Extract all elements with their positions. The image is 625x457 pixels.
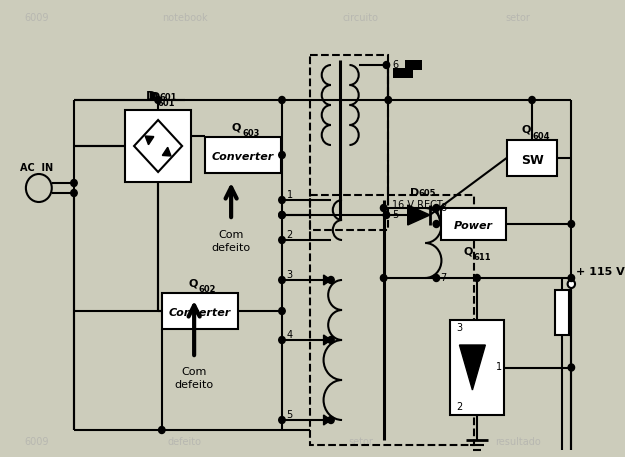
Circle shape	[328, 416, 334, 424]
Text: 6: 6	[392, 60, 398, 70]
Text: Q: Q	[232, 122, 241, 132]
Circle shape	[433, 275, 439, 282]
Text: 6009: 6009	[25, 437, 49, 447]
Text: 2: 2	[287, 230, 293, 240]
Circle shape	[279, 152, 285, 159]
Circle shape	[568, 220, 574, 228]
Text: SW: SW	[521, 154, 543, 166]
Circle shape	[529, 96, 535, 103]
Circle shape	[381, 275, 387, 282]
Text: AC  IN: AC IN	[21, 163, 54, 173]
Circle shape	[383, 62, 389, 69]
Circle shape	[279, 276, 285, 283]
Circle shape	[26, 174, 52, 202]
Bar	[441, 208, 506, 240]
Text: + 115 V: + 115 V	[576, 267, 625, 277]
Text: 601: 601	[160, 92, 177, 101]
Text: 6009: 6009	[25, 13, 49, 23]
Circle shape	[279, 237, 285, 244]
Text: Power: Power	[454, 221, 493, 231]
Bar	[393, 68, 413, 78]
Text: 1: 1	[287, 190, 292, 200]
Text: 2: 2	[456, 402, 462, 412]
Polygon shape	[162, 147, 171, 156]
Bar	[162, 293, 238, 329]
Text: 601: 601	[157, 99, 174, 108]
Circle shape	[381, 204, 387, 212]
Text: defeito: defeito	[168, 437, 202, 447]
Circle shape	[279, 212, 285, 218]
Text: 3: 3	[287, 270, 292, 280]
Polygon shape	[408, 205, 430, 225]
Circle shape	[383, 212, 389, 218]
Text: notebook: notebook	[162, 13, 208, 23]
Text: defeito: defeito	[174, 380, 214, 390]
Polygon shape	[134, 120, 182, 172]
Text: circuito: circuito	[342, 13, 379, 23]
Text: 605: 605	[419, 188, 436, 197]
Text: 603: 603	[242, 129, 259, 138]
Text: setor: setor	[505, 13, 530, 23]
Text: Q: Q	[189, 278, 198, 288]
Bar	[555, 290, 569, 335]
Text: 602: 602	[199, 285, 216, 294]
Circle shape	[279, 308, 285, 314]
Bar	[405, 60, 422, 70]
Polygon shape	[459, 345, 486, 390]
Circle shape	[568, 275, 574, 282]
Circle shape	[279, 96, 285, 103]
Text: D: D	[409, 188, 419, 198]
Text: resultado: resultado	[495, 437, 541, 447]
Text: 7: 7	[440, 273, 446, 283]
Circle shape	[279, 212, 285, 218]
Text: Com: Com	[181, 367, 207, 377]
Text: Com: Com	[218, 230, 244, 240]
Circle shape	[568, 364, 574, 371]
Circle shape	[474, 275, 480, 282]
Text: 611: 611	[473, 253, 491, 262]
Text: Converter: Converter	[169, 308, 231, 318]
Circle shape	[328, 336, 334, 344]
Text: D: D	[146, 90, 156, 103]
Text: 604: 604	[532, 132, 549, 141]
Text: 5: 5	[287, 410, 293, 420]
Circle shape	[433, 204, 439, 212]
Circle shape	[385, 96, 391, 103]
Bar	[310, 195, 474, 445]
Text: D: D	[151, 92, 160, 102]
Circle shape	[328, 276, 334, 283]
Circle shape	[155, 96, 161, 103]
Circle shape	[71, 190, 78, 197]
Circle shape	[568, 280, 575, 288]
Bar	[125, 110, 191, 182]
Bar	[205, 137, 281, 173]
Circle shape	[279, 336, 285, 344]
Circle shape	[279, 197, 285, 203]
Bar	[310, 55, 388, 230]
Text: 8: 8	[440, 203, 446, 213]
Polygon shape	[324, 275, 331, 285]
Polygon shape	[324, 415, 331, 425]
Text: setor: setor	[348, 437, 373, 447]
Text: D: D	[149, 92, 158, 102]
Text: 4: 4	[287, 330, 292, 340]
Text: 3: 3	[456, 323, 462, 333]
Text: Q: Q	[463, 246, 472, 256]
Circle shape	[433, 220, 439, 228]
Text: Converter: Converter	[212, 152, 274, 162]
Polygon shape	[324, 335, 331, 345]
Bar	[450, 320, 504, 415]
Text: 5: 5	[392, 210, 398, 220]
Text: Q: Q	[522, 125, 531, 135]
Circle shape	[71, 180, 78, 186]
Circle shape	[159, 426, 165, 434]
Text: defeito: defeito	[211, 243, 251, 253]
Text: 16 V RECT.: 16 V RECT.	[392, 200, 445, 210]
Polygon shape	[145, 136, 154, 145]
Bar	[507, 140, 558, 176]
Circle shape	[279, 416, 285, 424]
Text: 1: 1	[496, 362, 502, 372]
